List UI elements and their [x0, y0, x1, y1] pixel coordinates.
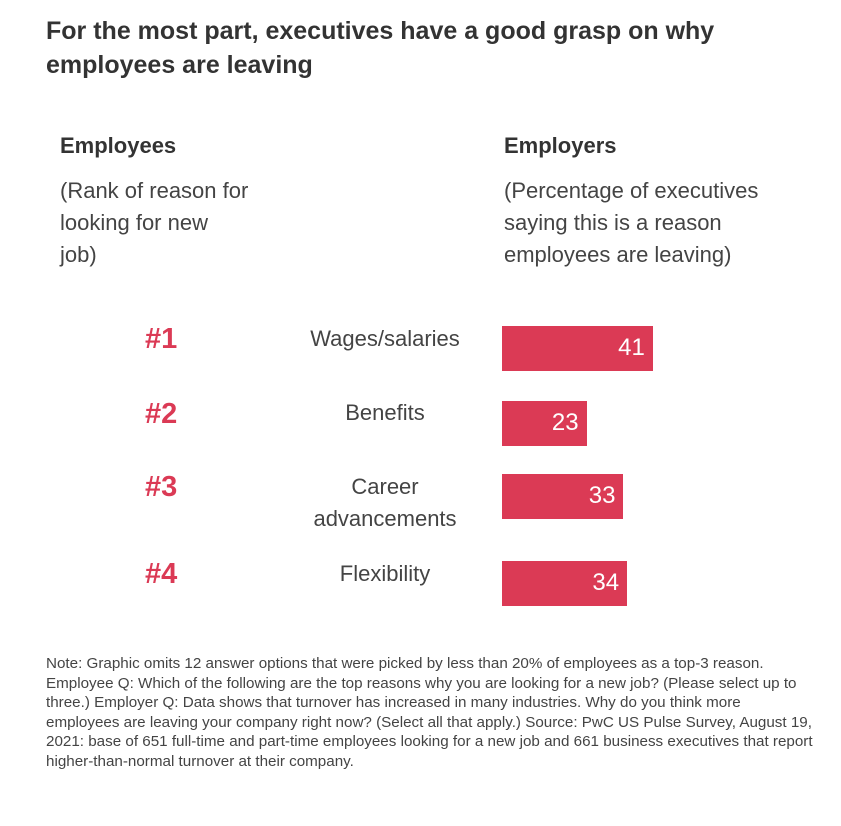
- bar-value-label: 33: [588, 482, 616, 509]
- employers-header: Employers: [504, 133, 617, 158]
- employees-subheader: (Rank of reason for looking for new job): [60, 178, 249, 267]
- category-label: Wages/salaries: [310, 326, 460, 351]
- bar: 41: [502, 326, 653, 371]
- employees-header: Employees: [60, 133, 177, 158]
- bar-value-label: 23: [551, 409, 579, 436]
- rank-label: #3: [145, 471, 178, 503]
- rank-label: #1: [145, 323, 178, 355]
- rank-label: #2: [145, 398, 178, 430]
- category-label: Career advancements: [313, 474, 457, 531]
- category-label: Benefits: [345, 400, 425, 425]
- bar-value-label: 34: [592, 569, 620, 596]
- bar: 33: [502, 474, 624, 519]
- chart-title: For the most part, executives have a goo…: [46, 17, 715, 79]
- bar: 34: [502, 561, 628, 606]
- employers-subheader: (Percentage of executives saying this is…: [504, 178, 759, 267]
- bar-value-label: 41: [618, 334, 645, 361]
- chart-note: Note: Graphic omits 12 answer options th…: [46, 655, 813, 770]
- bar: 23: [502, 401, 587, 446]
- rank-label: #4: [145, 558, 178, 590]
- category-label: Flexibility: [339, 561, 431, 586]
